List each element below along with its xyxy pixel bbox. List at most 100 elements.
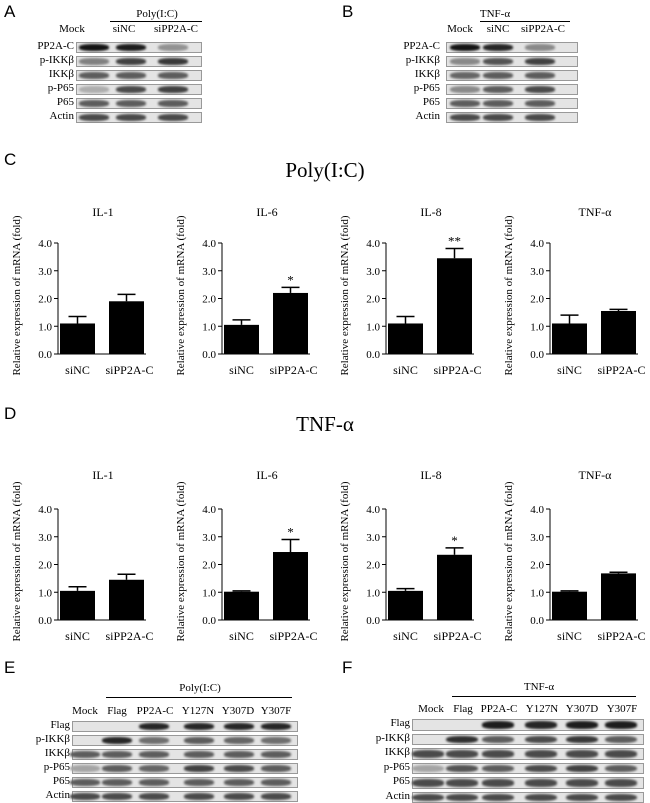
- blot-band: [412, 779, 444, 787]
- column-label: Y127N: [176, 705, 220, 717]
- chart-title: IL-6: [256, 205, 277, 219]
- y-axis-label: Relative expression of mRNA (fold): [503, 215, 515, 375]
- y-tick-label: 3.0: [366, 266, 380, 278]
- blot-band: [525, 794, 557, 802]
- chart-title: TNF-α: [579, 205, 613, 219]
- y-tick-label: 4.0: [38, 504, 52, 516]
- blot-band: [102, 779, 132, 786]
- y-tick-label: 3.0: [530, 532, 544, 544]
- x-tick-label: siNC: [557, 629, 582, 643]
- chart-title: IL-8: [420, 205, 441, 219]
- y-tick-label: 2.0: [366, 294, 380, 306]
- blot-band: [566, 794, 598, 802]
- blot-band: [412, 794, 444, 802]
- treatment-bracket: [452, 696, 636, 697]
- y-tick-label: 1.0: [38, 587, 52, 599]
- y-axis-label: Relative expression of mRNA (fold): [175, 481, 187, 641]
- blot-band: [102, 751, 132, 758]
- blot-row-label: p-P65: [340, 761, 410, 773]
- blot-band: [261, 751, 291, 758]
- blot-band: [482, 736, 514, 744]
- blot-band: [224, 751, 254, 758]
- blot-band: [566, 779, 598, 787]
- x-tick-label: siPP2A-C: [269, 363, 317, 377]
- y-tick-label: 0.0: [530, 615, 544, 627]
- bar: [109, 580, 144, 620]
- chart-title: IL-1: [92, 468, 113, 482]
- bar: [60, 323, 95, 354]
- significance-marker: **: [448, 234, 461, 249]
- significance-marker: *: [287, 525, 294, 540]
- bar: [273, 552, 308, 620]
- blot-band: [70, 765, 100, 772]
- blot-band: [566, 721, 598, 729]
- column-label: PP2A-C: [130, 705, 180, 717]
- blot-band: [412, 750, 444, 758]
- x-tick-label: siNC: [229, 629, 254, 643]
- blot-band: [525, 765, 557, 773]
- blot-band: [412, 765, 444, 773]
- blot-band: [184, 723, 214, 730]
- column-label: Mock: [68, 705, 102, 717]
- significance-marker: *: [287, 272, 294, 287]
- blot-band: [70, 793, 100, 800]
- y-tick-label: 0.0: [366, 615, 380, 627]
- chart-title: IL-1: [92, 205, 113, 219]
- column-label: Flag: [102, 705, 132, 717]
- treatment-bracket: [106, 697, 292, 698]
- blot-band: [139, 779, 169, 786]
- y-tick-label: 1.0: [366, 587, 380, 599]
- blot-band: [446, 736, 478, 744]
- y-tick-label: 0.0: [202, 615, 216, 627]
- blot-row-label: p-IKKβ: [340, 732, 410, 744]
- column-label: Y307F: [254, 705, 298, 717]
- blot-row-label: IKKβ: [340, 746, 410, 758]
- y-axis-label: Relative expression of mRNA (fold): [503, 481, 515, 641]
- y-tick-label: 4.0: [530, 238, 544, 250]
- blot-row-label: P65: [0, 775, 70, 787]
- blot-band: [261, 723, 291, 730]
- blot-band: [224, 723, 254, 730]
- y-tick-label: 4.0: [38, 238, 52, 250]
- blot-band: [261, 765, 291, 772]
- x-tick-label: siPP2A-C: [597, 629, 645, 643]
- blot-band: [139, 723, 169, 730]
- x-tick-label: siPP2A-C: [597, 363, 645, 377]
- y-tick-label: 1.0: [202, 321, 216, 333]
- blot-row-label: Flag: [0, 719, 70, 731]
- blot-row-label: P65: [340, 775, 410, 787]
- blot-band: [184, 751, 214, 758]
- blot-band: [446, 750, 478, 758]
- y-tick-label: 2.0: [38, 294, 52, 306]
- y-axis-label: Relative expression of mRNA (fold): [339, 481, 351, 641]
- x-tick-label: siPP2A-C: [105, 629, 153, 643]
- y-tick-label: 4.0: [530, 504, 544, 516]
- bar: [552, 592, 587, 620]
- y-tick-label: 0.0: [38, 615, 52, 627]
- blot-band: [184, 765, 214, 772]
- blot-row-label: p-IKKβ: [0, 733, 70, 745]
- blot-band: [525, 779, 557, 787]
- treatment-label: TNF-α: [504, 681, 574, 693]
- blot-band: [224, 779, 254, 786]
- blot-band: [566, 736, 598, 744]
- bar: [388, 591, 423, 620]
- column-label: PP2A-C: [474, 703, 524, 715]
- bar: [60, 591, 95, 620]
- x-tick-label: siNC: [557, 363, 582, 377]
- blot-band: [566, 765, 598, 773]
- bar: [437, 555, 472, 620]
- bar: [224, 592, 259, 620]
- y-tick-label: 4.0: [366, 504, 380, 516]
- bar: [224, 325, 259, 354]
- column-label: Y127N: [520, 703, 564, 715]
- y-axis-label: Relative expression of mRNA (fold): [339, 215, 351, 375]
- blot-row-label: Actin: [0, 789, 70, 801]
- y-tick-label: 2.0: [530, 294, 544, 306]
- blot-band: [70, 751, 100, 758]
- x-tick-label: siNC: [65, 363, 90, 377]
- blot-band: [446, 765, 478, 773]
- blot-band: [482, 750, 514, 758]
- y-tick-label: 3.0: [202, 532, 216, 544]
- blot-band: [261, 779, 291, 786]
